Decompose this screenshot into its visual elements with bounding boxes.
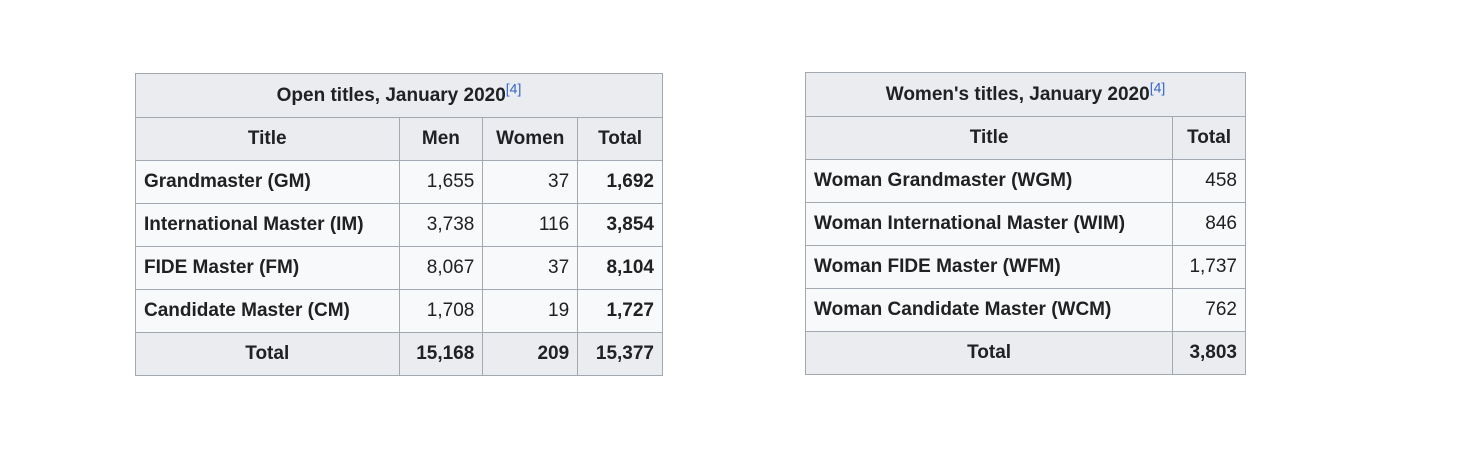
cell-total: 458 xyxy=(1172,159,1246,203)
total-total: 3,803 xyxy=(1172,331,1246,375)
row-title: Woman Grandmaster (WGM) xyxy=(804,159,1174,203)
table-row: Woman FIDE Master (WFM) 1,737 xyxy=(804,245,1246,289)
row-title: Woman International Master (WIM) xyxy=(804,202,1174,246)
row-title: FIDE Master (FM) xyxy=(135,246,400,290)
table-row: Candidate Master (CM) 1,708 19 1,727 xyxy=(135,289,663,333)
table-caption: Open titles, January 2020[4] xyxy=(135,73,663,118)
table-row: Woman Candidate Master (WCM) 762 xyxy=(804,288,1246,332)
caption-text: Open titles, January 2020 xyxy=(276,84,506,106)
table-caption: Women's titles, January 2020[4] xyxy=(805,72,1246,117)
row-title: Woman FIDE Master (WFM) xyxy=(804,245,1174,289)
total-row: Total 15,168 209 15,377 xyxy=(135,332,663,376)
cell-men: 1,708 xyxy=(398,289,484,333)
row-title: International Master (IM) xyxy=(135,203,400,247)
cell-women: 37 xyxy=(482,246,579,290)
column-header-title: Title xyxy=(135,117,400,161)
row-title: Woman Candidate Master (WCM) xyxy=(804,288,1174,332)
row-title: Grandmaster (GM) xyxy=(135,160,400,204)
row-title: Candidate Master (CM) xyxy=(135,289,400,333)
column-header-total: Total xyxy=(577,117,663,161)
cell-men: 3,738 xyxy=(398,203,484,247)
table-row: Woman International Master (WIM) 846 xyxy=(804,202,1246,246)
total-men: 15,168 xyxy=(398,332,484,376)
cell-total: 1,727 xyxy=(577,289,663,333)
header-row: Title Total xyxy=(804,116,1246,160)
table-caption-row: Women's titles, January 2020[4] xyxy=(805,72,1246,117)
cell-women: 37 xyxy=(482,160,579,204)
column-header-title: Title xyxy=(804,116,1174,160)
cell-women: 19 xyxy=(482,289,579,333)
cell-total: 762 xyxy=(1172,288,1246,332)
table-caption-row: Open titles, January 2020[4] xyxy=(135,73,663,118)
table-row: Woman Grandmaster (WGM) 458 xyxy=(804,159,1246,203)
caption-text: Women's titles, January 2020 xyxy=(885,83,1150,105)
open-titles-table: Open titles, January 2020[4] Title Men W… xyxy=(135,73,663,376)
cell-men: 1,655 xyxy=(398,160,484,204)
cell-total: 846 xyxy=(1172,202,1246,246)
total-label: Total xyxy=(804,331,1174,375)
header-row: Title Men Women Total xyxy=(135,117,663,161)
total-label: Total xyxy=(135,332,400,376)
cell-men: 8,067 xyxy=(398,246,484,290)
cell-women: 116 xyxy=(482,203,579,247)
column-header-total: Total xyxy=(1172,116,1246,160)
total-total: 15,377 xyxy=(577,332,663,376)
column-header-women: Women xyxy=(482,117,579,161)
table-row: Grandmaster (GM) 1,655 37 1,692 xyxy=(135,160,663,204)
total-row: Total 3,803 xyxy=(804,331,1246,375)
column-header-men: Men xyxy=(398,117,484,161)
reference-link[interactable]: [4] xyxy=(505,80,522,97)
cell-total: 8,104 xyxy=(577,246,663,290)
total-women: 209 xyxy=(482,332,579,376)
cell-total: 3,854 xyxy=(577,203,663,247)
reference-link[interactable]: [4] xyxy=(1149,79,1166,96)
womens-titles-table: Women's titles, January 2020[4] Title To… xyxy=(804,72,1246,375)
cell-total: 1,737 xyxy=(1172,245,1246,289)
table-row: FIDE Master (FM) 8,067 37 8,104 xyxy=(135,246,663,290)
cell-total: 1,692 xyxy=(577,160,663,204)
table-row: International Master (IM) 3,738 116 3,85… xyxy=(135,203,663,247)
